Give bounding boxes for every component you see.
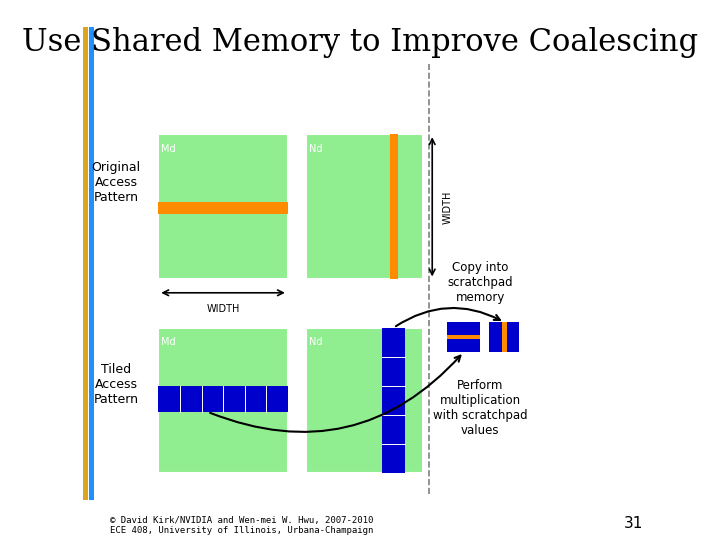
Bar: [382, 328, 405, 472]
Text: © David Kirk/NVIDIA and Wen-mei W. Hwu, 2007-2010
ECE 408, University of Illinoi: © David Kirk/NVIDIA and Wen-mei W. Hwu, …: [110, 516, 374, 535]
Bar: [502, 322, 507, 352]
Bar: [158, 202, 288, 214]
Bar: [490, 322, 520, 352]
Bar: [158, 328, 288, 472]
Bar: [306, 134, 423, 279]
Text: Md: Md: [161, 144, 176, 154]
Bar: [158, 134, 288, 279]
Bar: [447, 322, 480, 352]
Text: Md: Md: [161, 338, 176, 347]
Bar: [83, 27, 88, 500]
Bar: [306, 328, 423, 472]
Text: WIDTH: WIDTH: [207, 303, 240, 314]
Bar: [89, 27, 94, 500]
Text: Tiled
Access
Pattern: Tiled Access Pattern: [94, 363, 139, 406]
Text: Nd: Nd: [309, 338, 323, 347]
Text: Original
Access
Pattern: Original Access Pattern: [91, 161, 141, 204]
Text: Nd: Nd: [309, 144, 323, 154]
Text: Use Shared Memory to Improve Coalescing: Use Shared Memory to Improve Coalescing: [22, 28, 698, 58]
Text: 31: 31: [624, 516, 643, 531]
Text: WIDTH: WIDTH: [443, 190, 452, 224]
Bar: [447, 335, 480, 340]
Text: Perform
multiplication
with scratchpad
values: Perform multiplication with scratchpad v…: [433, 379, 528, 437]
Text: Copy into
scratchpad
memory: Copy into scratchpad memory: [448, 260, 513, 303]
Bar: [390, 134, 398, 279]
Bar: [158, 386, 288, 412]
